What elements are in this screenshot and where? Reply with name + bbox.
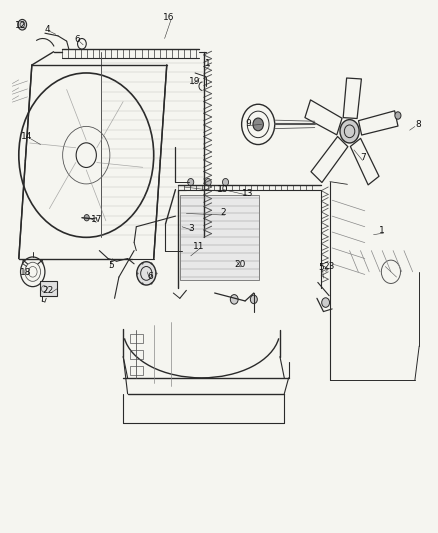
Text: 16: 16 <box>163 13 175 22</box>
Circle shape <box>253 118 263 131</box>
Circle shape <box>395 112 401 119</box>
Text: 22: 22 <box>43 286 54 295</box>
Text: 5: 5 <box>108 261 114 270</box>
Circle shape <box>251 295 257 304</box>
Text: 10: 10 <box>217 185 228 194</box>
Text: 23: 23 <box>323 262 334 271</box>
Text: 8: 8 <box>416 120 421 129</box>
Circle shape <box>137 262 156 285</box>
Circle shape <box>84 215 89 221</box>
Bar <box>130 366 143 375</box>
Text: 9: 9 <box>245 119 251 128</box>
Text: 4: 4 <box>44 25 50 34</box>
Circle shape <box>340 119 359 143</box>
Text: 2: 2 <box>221 208 226 217</box>
Text: 11: 11 <box>193 242 204 251</box>
Circle shape <box>322 298 329 308</box>
Text: 7: 7 <box>360 154 366 163</box>
Bar <box>40 281 57 296</box>
Text: 18: 18 <box>20 268 31 277</box>
Text: 12: 12 <box>15 21 27 30</box>
Circle shape <box>187 179 194 186</box>
Circle shape <box>230 295 238 304</box>
Text: 5: 5 <box>318 263 324 272</box>
Text: 14: 14 <box>21 132 32 141</box>
Text: 1: 1 <box>205 60 211 68</box>
Bar <box>130 334 143 343</box>
Text: 6: 6 <box>74 35 81 44</box>
Circle shape <box>223 179 229 186</box>
Text: 17: 17 <box>91 215 102 224</box>
Text: 13: 13 <box>241 189 253 198</box>
Bar <box>180 195 259 280</box>
Circle shape <box>18 19 27 30</box>
Text: 1: 1 <box>379 227 385 236</box>
Bar <box>130 350 143 359</box>
Text: 3: 3 <box>189 224 194 233</box>
Circle shape <box>205 179 211 186</box>
Text: 6: 6 <box>147 271 153 280</box>
Text: 19: 19 <box>189 77 201 86</box>
Text: 20: 20 <box>234 261 246 269</box>
